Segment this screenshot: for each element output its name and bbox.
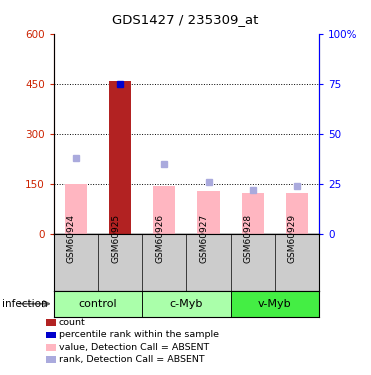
Bar [286,193,308,234]
Text: GDS1427 / 235309_at: GDS1427 / 235309_at [112,13,259,26]
Bar [153,186,175,234]
Bar [197,191,220,234]
Bar [231,291,319,317]
Text: control: control [79,299,117,309]
Text: GSM60925: GSM60925 [111,214,120,263]
Bar [142,291,231,317]
Text: value, Detection Call = ABSENT: value, Detection Call = ABSENT [59,343,209,352]
Bar [65,184,87,234]
Text: infection: infection [2,299,47,309]
Text: v-Myb: v-Myb [258,299,292,309]
Text: GSM60928: GSM60928 [244,214,253,263]
Bar [242,193,264,234]
Text: c-Myb: c-Myb [170,299,203,309]
Text: GSM60929: GSM60929 [288,214,297,263]
Bar [54,291,142,317]
Text: percentile rank within the sample: percentile rank within the sample [59,330,219,339]
Text: GSM60927: GSM60927 [200,214,209,263]
Text: count: count [59,318,85,327]
Text: GSM60926: GSM60926 [155,214,164,263]
Bar [109,81,131,234]
Text: rank, Detection Call = ABSENT: rank, Detection Call = ABSENT [59,355,204,364]
Text: GSM60924: GSM60924 [67,214,76,263]
